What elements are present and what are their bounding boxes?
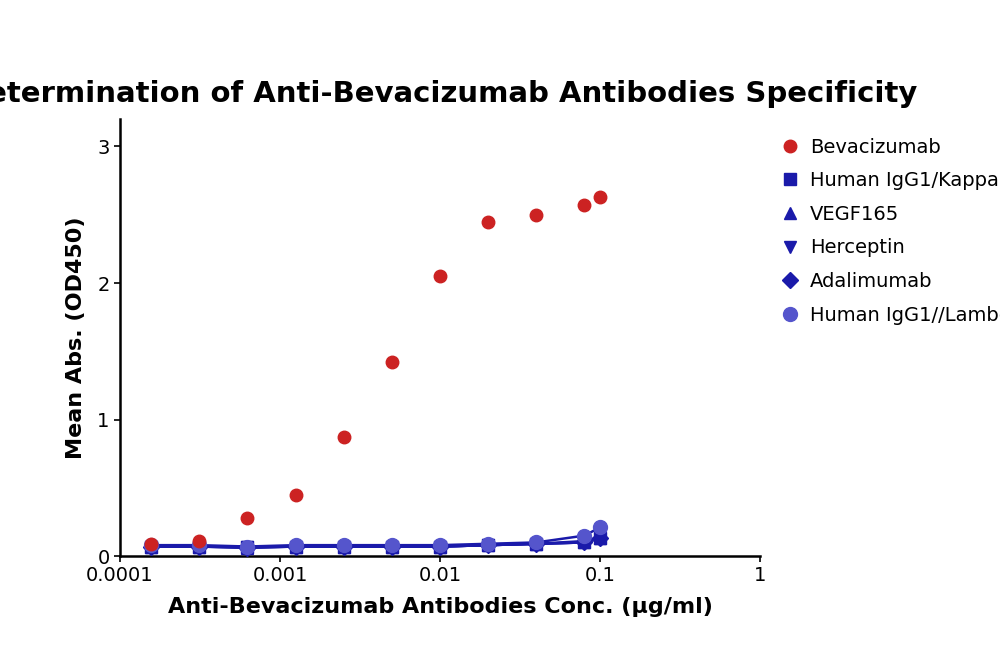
Line: VEGF165: VEGF165 [145, 532, 606, 554]
Adalimumab [482, 542, 494, 549]
Adalimumab [145, 543, 157, 551]
Herceptin [386, 543, 398, 551]
Adalimumab [594, 534, 606, 542]
Human IgG1//Lambda [290, 542, 302, 549]
Herceptin [594, 533, 606, 541]
Adalimumab [241, 544, 253, 552]
Human IgG1//Lambda [530, 538, 542, 546]
Line: Herceptin: Herceptin [145, 531, 606, 553]
Human IgG1/Kappa [145, 543, 157, 551]
Adalimumab [434, 543, 446, 551]
Bevacizumab [482, 218, 494, 226]
Human IgG1//Lambda [241, 543, 253, 551]
Bevacizumab [386, 358, 398, 366]
VEGF165 [241, 544, 253, 552]
Human IgG1//Lambda [578, 532, 590, 540]
Human IgG1//Lambda [482, 540, 494, 547]
Adalimumab [386, 543, 398, 551]
Human IgG1//Lambda [434, 542, 446, 549]
Herceptin [145, 543, 157, 551]
Herceptin [241, 543, 253, 551]
Bevacizumab [145, 540, 157, 548]
Legend: Bevacizumab, Human IgG1/Kappa, VEGF165, Herceptin, Adalimumab, Human IgG1//Lambd: Bevacizumab, Human IgG1/Kappa, VEGF165, … [783, 138, 1000, 324]
VEGF165 [530, 540, 542, 547]
Line: Human IgG1/Kappa: Human IgG1/Kappa [145, 532, 606, 553]
Human IgG1/Kappa [338, 543, 350, 551]
Human IgG1/Kappa [578, 538, 590, 546]
Bevacizumab [241, 514, 253, 522]
X-axis label: Anti-Bevacizumab Antibodies Conc. (μg/ml): Anti-Bevacizumab Antibodies Conc. (μg/ml… [168, 596, 712, 616]
Human IgG1/Kappa [290, 543, 302, 551]
Bevacizumab [290, 491, 302, 498]
Herceptin [578, 537, 590, 545]
Adalimumab [290, 543, 302, 551]
Human IgG1//Lambda [145, 542, 157, 549]
Herceptin [530, 540, 542, 547]
VEGF165 [290, 543, 302, 551]
VEGF165 [434, 543, 446, 551]
VEGF165 [145, 543, 157, 551]
Human IgG1/Kappa [482, 542, 494, 549]
Bevacizumab [594, 193, 606, 201]
Bevacizumab [578, 201, 590, 209]
Bevacizumab [530, 211, 542, 218]
Human IgG1/Kappa [530, 540, 542, 547]
Bevacizumab [338, 434, 350, 442]
Line: Bevacizumab: Bevacizumab [145, 191, 606, 551]
Herceptin [434, 543, 446, 551]
Human IgG1//Lambda [594, 524, 606, 532]
Human IgG1/Kappa [594, 534, 606, 542]
Human IgG1/Kappa [193, 543, 205, 551]
Adalimumab [338, 543, 350, 551]
Human IgG1/Kappa [434, 543, 446, 551]
VEGF165 [193, 543, 205, 551]
Y-axis label: Mean Abs. (OD450): Mean Abs. (OD450) [66, 216, 86, 459]
Bevacizumab [193, 537, 205, 545]
Title: Determination of Anti-Bevacizumab Antibodies Specificity: Determination of Anti-Bevacizumab Antibo… [0, 81, 917, 109]
Human IgG1/Kappa [241, 543, 253, 551]
Herceptin [193, 543, 205, 551]
VEGF165 [338, 543, 350, 551]
VEGF165 [594, 534, 606, 542]
Human IgG1/Kappa [386, 543, 398, 551]
Bevacizumab [434, 272, 446, 280]
Human IgG1//Lambda [386, 542, 398, 549]
Herceptin [290, 543, 302, 551]
Adalimumab [530, 540, 542, 547]
Line: Adalimumab: Adalimumab [145, 533, 606, 553]
VEGF165 [386, 543, 398, 551]
Herceptin [338, 543, 350, 551]
Human IgG1//Lambda [338, 542, 350, 549]
Line: Human IgG1//Lambda: Human IgG1//Lambda [144, 520, 607, 553]
Adalimumab [193, 543, 205, 551]
Herceptin [482, 542, 494, 549]
Adalimumab [578, 538, 590, 546]
Human IgG1//Lambda [193, 542, 205, 549]
VEGF165 [482, 542, 494, 549]
VEGF165 [578, 538, 590, 546]
